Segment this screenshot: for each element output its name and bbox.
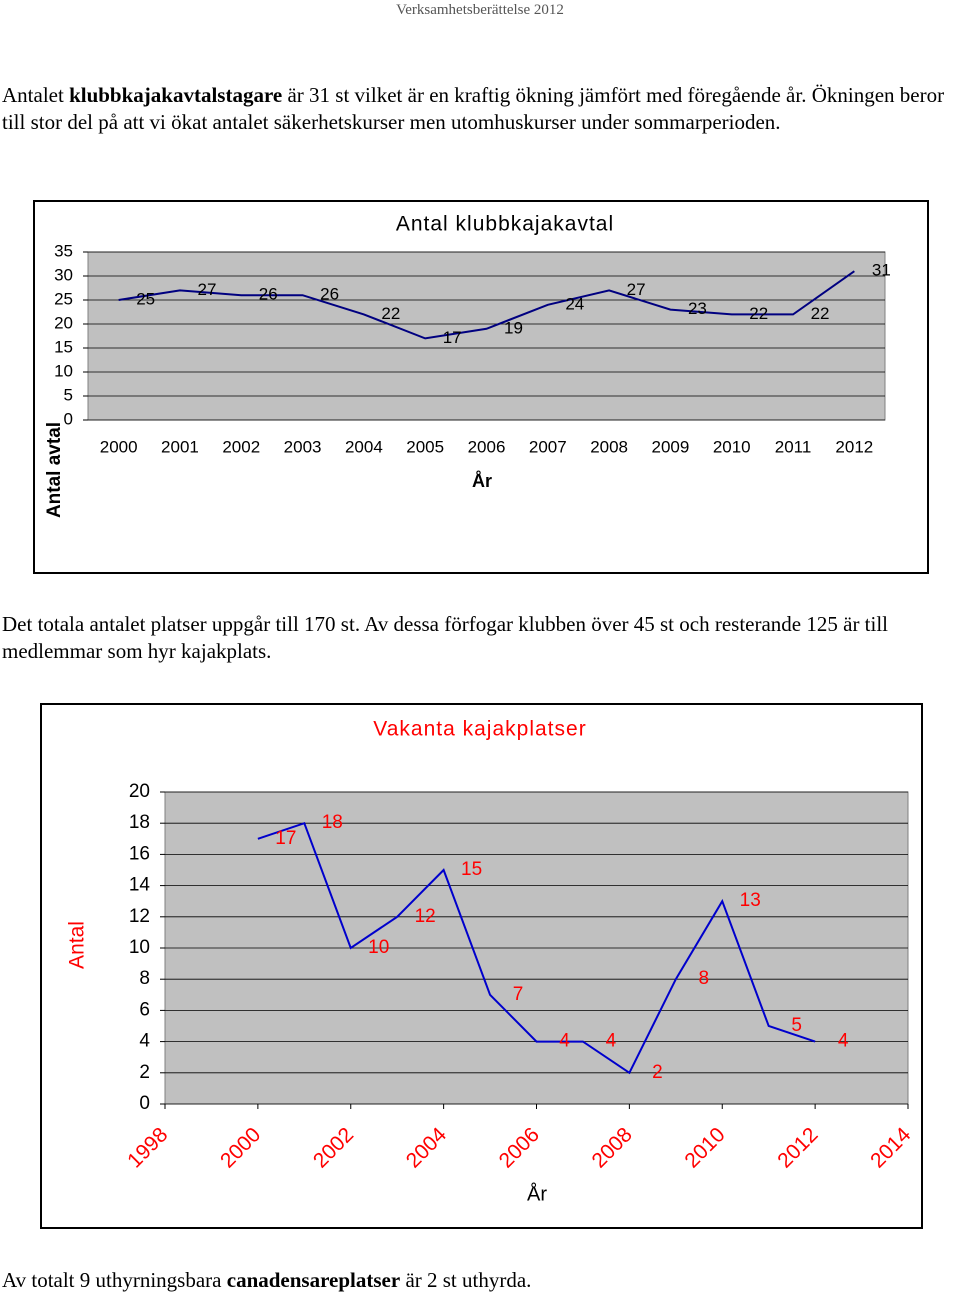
y-tick-label: 20 [129,781,150,802]
data-label: 26 [320,285,339,304]
data-label: 19 [504,318,523,337]
y-tick-label: 10 [129,937,150,958]
data-label: 12 [415,906,436,927]
data-label: 13 [740,890,761,911]
y-tick-label: 15 [54,337,73,356]
x-tick-label: 2004 [345,437,383,456]
data-label: 31 [872,261,891,280]
x-tick-label: 2011 [775,437,812,456]
x-tick-label: 2003 [284,437,322,456]
y-tick-label: 14 [129,875,151,896]
data-label: 15 [461,859,482,880]
data-label: 27 [198,280,217,299]
y-tick-label: 30 [54,265,73,284]
y-tick-label: 16 [129,843,150,864]
line [257,821,816,1075]
paragraph: Det totala antalet platser uppgår till 1… [2,611,960,665]
chart: Antal klubbkajakavtal Antal avtal År 0 5 10 15… [33,200,929,574]
x-tick-label: 2005 [406,437,444,456]
data-label: 2 [652,1062,663,1083]
text: är 2 st uthyrda. [400,1268,532,1292]
y-tick-label: 8 [139,968,150,989]
text: Det totala antalet platser uppgår till 1… [2,612,889,663]
data-label: 17 [443,328,462,347]
y-tick-label: 5 [64,385,73,404]
data-label: 8 [699,968,710,989]
y-axis-label: Antal avtal [44,422,65,518]
y-tick-label: 20 [54,313,73,332]
bold-text: klubbkajakavtalstagare [69,83,283,107]
x-tick-label: 2001 [161,437,199,456]
bold-text: canadensareplatser [226,1268,401,1292]
data-label: 26 [259,285,278,304]
plot-area [87,251,886,421]
data-label: 7 [513,984,524,1005]
y-tick-label: 2 [139,1062,150,1083]
y-tick-label: 4 [139,1031,150,1052]
x-axis-label: År [527,1182,547,1205]
data-label: 5 [791,1015,802,1036]
chart: Vakanta kajakplatser Antal År 0 2 4 6 8 10 12 14 16… [40,703,923,1229]
y-tick-label: 6 [139,999,150,1020]
y-tick-label: 12 [129,906,150,927]
chart-title: Vakanta kajakplatser [373,718,586,741]
y-tick-label: 0 [64,409,73,428]
data-label: 22 [381,304,400,323]
header: Verksamhetsberättelse 2012 [396,2,564,18]
data-label: 27 [627,280,646,299]
data-label: 4 [606,1031,617,1052]
data-label: 22 [749,304,768,323]
data-label: 22 [811,304,830,323]
paragraph: Av totalt 9 uthyrningsbara canadensarepl… [2,1267,952,1294]
data-label: 18 [322,812,343,833]
y-tick-label: 18 [129,812,150,833]
x-tick-label: 2008 [590,437,628,456]
text: Av totalt 9 uthyrningsbara [2,1268,227,1292]
x-tick-label: 2007 [529,437,567,456]
data-label: 4 [559,1031,570,1052]
data-label: 24 [565,294,584,313]
data-label: 10 [368,937,389,958]
x-tick-label: 2006 [468,437,506,456]
text: är 31 st vilket är en kraftig ökning jäm… [2,83,945,134]
line [118,270,855,340]
x-tick-label: 2000 [100,437,138,456]
y-tick-label: 35 [54,241,73,260]
x-tick-label: 2002 [222,437,260,456]
y-tick-label: 10 [54,361,73,380]
chart-title: Antal klubbkajakavtal [396,213,614,236]
data-label: 4 [838,1031,849,1052]
data-label: 23 [688,299,707,318]
x-tick-label: 2012 [835,437,873,456]
y-axis-label: Antal [66,921,89,969]
y-tick-label: 25 [54,289,73,308]
data-label: 25 [136,289,155,308]
x-tick-label: 2010 [713,437,751,456]
y-tick-label: 0 [139,1093,150,1114]
x-axis-label: År [472,471,492,491]
data-label: 17 [275,828,296,849]
x-tick-label: 2009 [652,437,690,456]
paragraph: Antalet klubbkajakavtalstagare är 31 st … [2,82,952,136]
text: Antalet [2,83,70,107]
